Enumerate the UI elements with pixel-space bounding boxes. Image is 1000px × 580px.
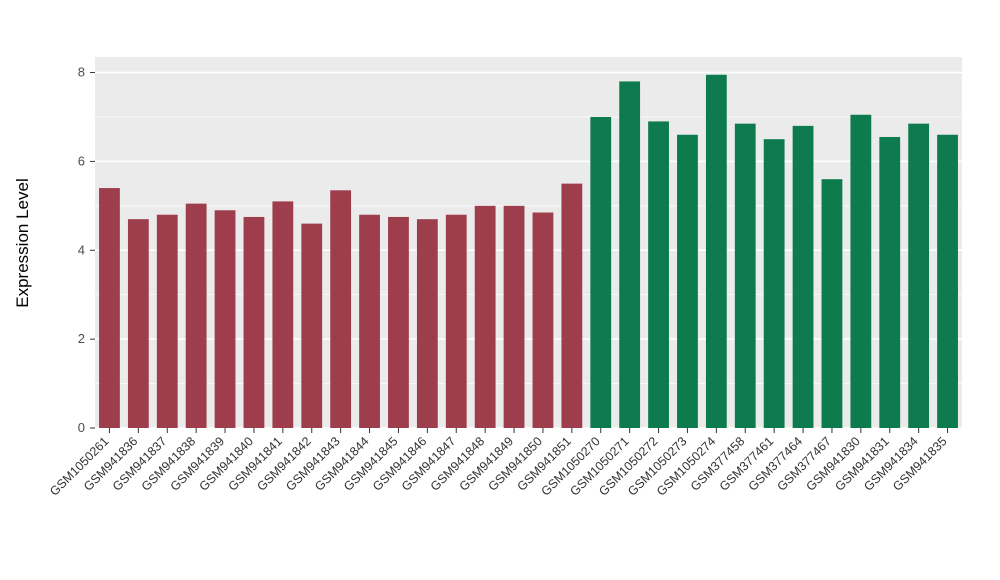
bar-GSM941847 — [445, 214, 467, 428]
bar-GSM941834 — [908, 123, 930, 429]
bar-GSM1050272 — [648, 121, 669, 429]
bar-GSM1050274 — [705, 74, 727, 428]
plot-panel — [95, 57, 962, 428]
bar-GSM941841 — [272, 201, 294, 428]
bar-GSM941851 — [561, 183, 583, 428]
bar-GSM941835 — [937, 134, 958, 428]
bar-GSM941838 — [185, 203, 207, 428]
bar-GSM941846 — [416, 219, 438, 428]
y-axis-title: Expression Level — [13, 178, 32, 307]
y-tick-label: 2 — [78, 331, 85, 346]
bar-GSM1050273 — [677, 134, 698, 428]
bar-GSM377464 — [792, 125, 814, 429]
y-tick-label: 8 — [78, 65, 85, 80]
bar-GSM1050261 — [99, 188, 120, 428]
bar-GSM941839 — [214, 210, 236, 428]
bar-GSM1050270 — [590, 116, 612, 429]
bar-GSM941844 — [359, 214, 380, 428]
panel-background — [95, 57, 962, 428]
axis-ticks — [90, 72, 949, 433]
bar-GSM941840 — [243, 216, 265, 428]
x-axis-labels: GSM1050261GSM941836GSM941837GSM941838GSM… — [47, 434, 950, 498]
bar-GSM377458 — [734, 123, 756, 429]
bars — [99, 74, 958, 429]
y-tick-label: 4 — [78, 242, 85, 257]
bar-GSM941836 — [127, 219, 149, 428]
bar-GSM941831 — [879, 136, 901, 428]
gridlines — [95, 71, 962, 429]
bar-GSM941837 — [156, 214, 178, 428]
bar-GSM941845 — [388, 216, 409, 428]
bar-GSM941850 — [532, 212, 554, 428]
y-tick-label: 0 — [78, 420, 85, 435]
bar-GSM941843 — [330, 190, 352, 428]
bar-GSM941848 — [474, 205, 496, 428]
bar-GSM941842 — [301, 223, 323, 428]
y-axis-labels: 0 2 4 6 8 — [78, 65, 85, 435]
bar-GSM941849 — [503, 205, 525, 428]
y-tick-label: 6 — [78, 153, 85, 168]
bar-GSM1050271 — [619, 81, 641, 428]
bar-GSM377467 — [821, 179, 843, 428]
bar-GSM941830 — [850, 114, 872, 428]
bar-GSM377461 — [763, 139, 785, 428]
